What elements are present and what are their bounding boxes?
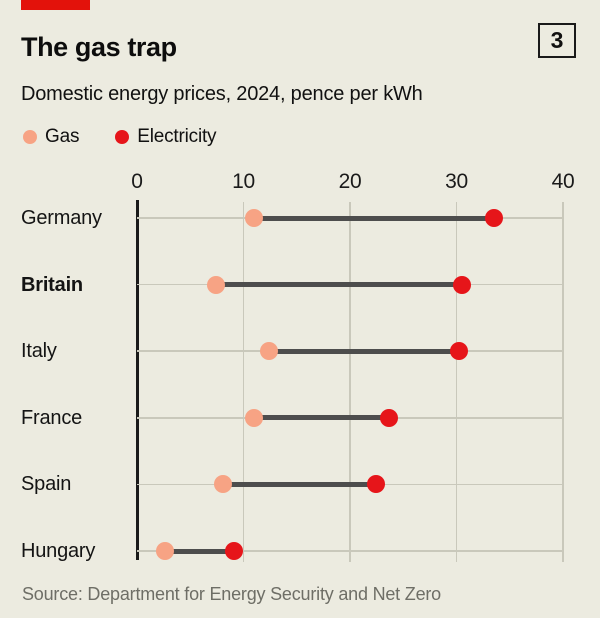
panel-number: 3 bbox=[550, 27, 564, 53]
x-tick-label: 40 bbox=[551, 170, 575, 193]
legend-dot-gas bbox=[23, 130, 37, 144]
chart-subtitle: Domestic energy prices, 2024, pence per … bbox=[21, 83, 423, 105]
electricity-dot bbox=[452, 275, 471, 294]
category-label: Spain bbox=[21, 473, 72, 496]
dumbbell-connector bbox=[254, 415, 390, 421]
electricity-dot bbox=[224, 542, 243, 560]
legend-label-gas: Gas bbox=[45, 126, 80, 147]
category-label: Britain bbox=[21, 273, 83, 296]
electricity-dot bbox=[380, 408, 399, 427]
x-gridline bbox=[349, 202, 351, 562]
legend: Gas Electricity bbox=[23, 126, 217, 148]
legend-item-electricity: Electricity bbox=[115, 126, 217, 148]
dumbbell-connector bbox=[164, 548, 234, 554]
electricity-dot bbox=[484, 209, 503, 227]
gas-dot bbox=[245, 408, 264, 427]
accent-bar bbox=[21, 0, 90, 10]
row-gridline bbox=[137, 550, 563, 552]
x-gridline bbox=[455, 202, 458, 562]
dumbbell-connector bbox=[223, 481, 376, 487]
dumbbell-connector bbox=[269, 348, 459, 354]
chart-area: 0 10 20 30 40 Germany Britain Italy France Spain H… bbox=[21, 170, 575, 562]
gas-dot bbox=[214, 475, 233, 494]
category-label: Germany bbox=[21, 207, 102, 229]
source-note: Source: Department for Energy Security a… bbox=[22, 584, 441, 604]
electricity-dot bbox=[449, 342, 468, 361]
y-axis-line bbox=[135, 200, 139, 560]
category-label: Hungary bbox=[21, 540, 96, 562]
x-tick-label: 30 bbox=[445, 170, 468, 193]
x-tick-label: 10 bbox=[232, 170, 255, 193]
x-tick-label: 20 bbox=[338, 170, 362, 193]
electricity-dot bbox=[366, 475, 385, 494]
x-gridline bbox=[242, 202, 245, 562]
page-title: The gas trap bbox=[21, 32, 177, 62]
panel-number-box: 3 bbox=[538, 23, 576, 58]
x-tick-label: 0 bbox=[131, 170, 143, 193]
gas-dot bbox=[245, 209, 264, 227]
gas-dot bbox=[206, 275, 225, 294]
gas-dot bbox=[260, 342, 279, 361]
legend-label-electricity: Electricity bbox=[137, 126, 217, 147]
gas-dot bbox=[155, 542, 174, 560]
legend-item-gas: Gas bbox=[23, 126, 79, 148]
x-gridline bbox=[562, 202, 564, 562]
category-label: France bbox=[21, 406, 83, 429]
category-label: Italy bbox=[21, 340, 57, 363]
dumbbell-connector bbox=[215, 282, 462, 288]
legend-dot-electricity bbox=[115, 130, 130, 144]
dumbbell-connector bbox=[254, 215, 494, 221]
